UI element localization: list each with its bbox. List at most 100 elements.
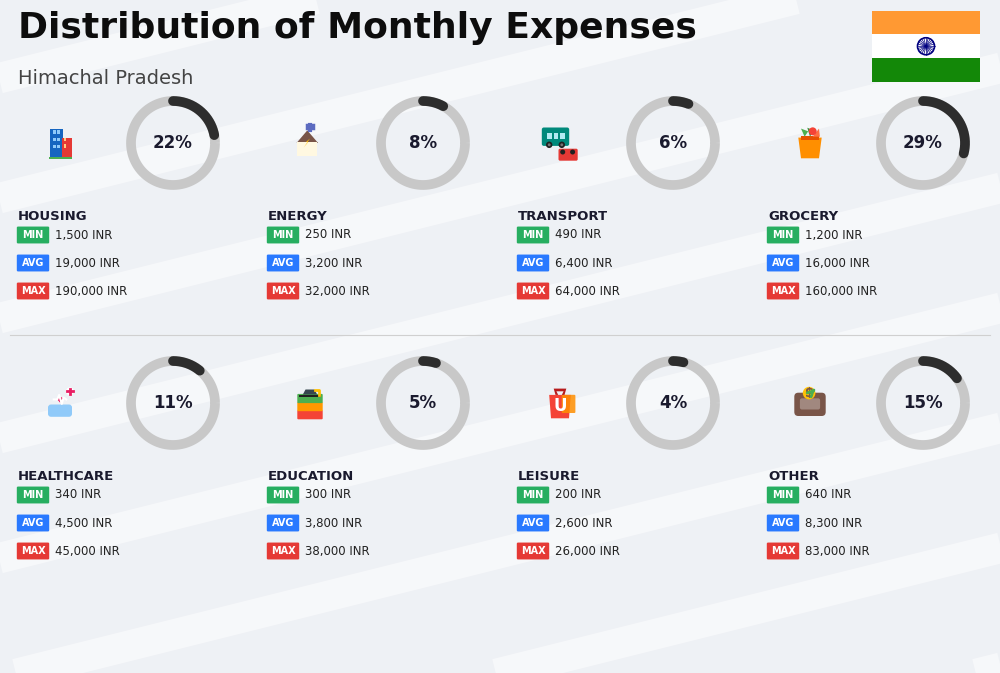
FancyBboxPatch shape	[267, 283, 299, 299]
Polygon shape	[807, 128, 814, 137]
FancyBboxPatch shape	[17, 227, 49, 244]
Text: LEISURE: LEISURE	[518, 470, 580, 483]
Text: AVG: AVG	[522, 258, 544, 268]
Bar	[872, 11, 980, 34]
Circle shape	[570, 149, 575, 155]
FancyBboxPatch shape	[767, 254, 799, 271]
Text: EDUCATION: EDUCATION	[268, 470, 354, 483]
Text: 22%: 22%	[153, 134, 193, 152]
Text: 11%: 11%	[153, 394, 193, 412]
Text: HOUSING: HOUSING	[18, 210, 88, 223]
Bar	[53, 137, 56, 141]
Text: 160,000 INR: 160,000 INR	[805, 285, 877, 297]
FancyBboxPatch shape	[48, 404, 72, 417]
FancyBboxPatch shape	[517, 254, 549, 271]
Circle shape	[559, 141, 565, 148]
Text: 8%: 8%	[409, 134, 437, 152]
Polygon shape	[554, 388, 566, 395]
Circle shape	[66, 388, 74, 395]
Text: 190,000 INR: 190,000 INR	[55, 285, 127, 297]
FancyBboxPatch shape	[794, 393, 826, 416]
FancyBboxPatch shape	[767, 227, 799, 244]
Polygon shape	[303, 390, 317, 394]
Text: GROCERY: GROCERY	[768, 210, 838, 223]
FancyBboxPatch shape	[517, 542, 549, 559]
Text: 3,800 INR: 3,800 INR	[305, 516, 362, 530]
Bar	[554, 133, 558, 139]
Text: Distribution of Monthly Expenses: Distribution of Monthly Expenses	[18, 11, 697, 45]
FancyBboxPatch shape	[562, 395, 575, 413]
FancyBboxPatch shape	[517, 515, 549, 532]
FancyBboxPatch shape	[17, 487, 49, 503]
Bar	[62, 137, 72, 160]
Text: 4,500 INR: 4,500 INR	[55, 516, 112, 530]
Text: 5%: 5%	[409, 394, 437, 412]
Text: 26,000 INR: 26,000 INR	[555, 544, 620, 557]
Text: 3,200 INR: 3,200 INR	[305, 256, 362, 269]
FancyBboxPatch shape	[767, 515, 799, 532]
FancyBboxPatch shape	[267, 542, 299, 559]
FancyBboxPatch shape	[267, 515, 299, 532]
Text: HEALTHCARE: HEALTHCARE	[18, 470, 114, 483]
Polygon shape	[801, 129, 808, 137]
FancyBboxPatch shape	[297, 394, 323, 403]
Text: AVG: AVG	[272, 258, 294, 268]
FancyBboxPatch shape	[542, 127, 569, 146]
Bar	[53, 131, 56, 134]
Text: 6%: 6%	[659, 134, 687, 152]
FancyBboxPatch shape	[267, 254, 299, 271]
Text: MAX: MAX	[21, 546, 45, 556]
Polygon shape	[549, 395, 571, 419]
Bar	[547, 133, 552, 139]
Text: MAX: MAX	[521, 286, 545, 296]
FancyBboxPatch shape	[767, 487, 799, 503]
Bar	[53, 145, 56, 149]
Text: MAX: MAX	[521, 546, 545, 556]
FancyBboxPatch shape	[517, 487, 549, 503]
Text: 200 INR: 200 INR	[555, 489, 601, 501]
Bar	[299, 394, 321, 396]
Text: 8,300 INR: 8,300 INR	[805, 516, 862, 530]
Polygon shape	[813, 129, 820, 137]
FancyBboxPatch shape	[17, 515, 49, 532]
Bar	[57, 145, 60, 149]
Text: ENERGY: ENERGY	[268, 210, 328, 223]
FancyBboxPatch shape	[517, 227, 549, 244]
FancyBboxPatch shape	[800, 398, 820, 409]
Text: MIN: MIN	[272, 230, 294, 240]
Circle shape	[546, 141, 552, 148]
Circle shape	[560, 143, 563, 146]
Polygon shape	[304, 139, 310, 147]
Bar	[64, 144, 66, 147]
Text: MAX: MAX	[21, 286, 45, 296]
Text: U: U	[553, 396, 567, 415]
Circle shape	[809, 127, 817, 135]
Text: 1,500 INR: 1,500 INR	[55, 229, 112, 242]
Text: OTHER: OTHER	[768, 470, 819, 483]
FancyBboxPatch shape	[267, 227, 299, 244]
FancyBboxPatch shape	[297, 402, 323, 411]
Text: 1,200 INR: 1,200 INR	[805, 229, 862, 242]
Text: Himachal Pradesh: Himachal Pradesh	[18, 69, 193, 87]
Circle shape	[548, 143, 551, 146]
FancyBboxPatch shape	[267, 487, 299, 503]
Text: MIN: MIN	[522, 490, 544, 500]
Text: MIN: MIN	[22, 230, 44, 240]
Bar	[49, 157, 72, 160]
Text: TRANSPORT: TRANSPORT	[518, 210, 608, 223]
Text: 15%: 15%	[903, 394, 943, 412]
Text: 250 INR: 250 INR	[305, 229, 351, 242]
Text: 640 INR: 640 INR	[805, 489, 851, 501]
Text: 490 INR: 490 INR	[555, 229, 601, 242]
Polygon shape	[798, 137, 822, 158]
Text: MIN: MIN	[22, 490, 44, 500]
Text: 340 INR: 340 INR	[55, 489, 101, 501]
Text: 45,000 INR: 45,000 INR	[55, 544, 120, 557]
Bar	[801, 137, 819, 140]
Text: 19,000 INR: 19,000 INR	[55, 256, 120, 269]
Text: $: $	[805, 386, 813, 400]
FancyBboxPatch shape	[558, 149, 578, 161]
Text: 2,600 INR: 2,600 INR	[555, 516, 612, 530]
Text: 32,000 INR: 32,000 INR	[305, 285, 370, 297]
Bar	[560, 133, 564, 139]
